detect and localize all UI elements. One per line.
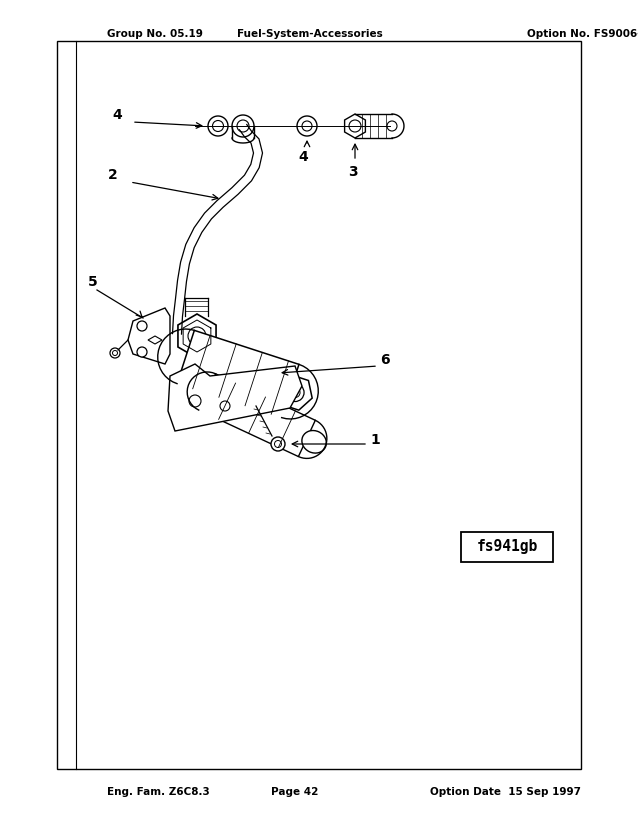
Bar bbox=[57, 41, 581, 769]
Circle shape bbox=[220, 401, 230, 411]
Text: 1: 1 bbox=[370, 433, 380, 447]
Circle shape bbox=[112, 350, 117, 355]
Circle shape bbox=[212, 121, 223, 131]
Polygon shape bbox=[345, 114, 366, 138]
Polygon shape bbox=[148, 336, 162, 344]
Circle shape bbox=[208, 116, 228, 136]
Circle shape bbox=[237, 120, 249, 132]
Circle shape bbox=[290, 387, 300, 397]
Circle shape bbox=[137, 347, 147, 357]
Polygon shape bbox=[128, 308, 170, 364]
Text: 5: 5 bbox=[88, 275, 98, 289]
FancyBboxPatch shape bbox=[461, 532, 553, 562]
Circle shape bbox=[387, 121, 397, 131]
Text: Fuel-System-Accessories: Fuel-System-Accessories bbox=[237, 29, 383, 39]
Circle shape bbox=[232, 115, 254, 137]
Ellipse shape bbox=[302, 430, 327, 453]
Circle shape bbox=[137, 321, 147, 331]
Text: fs941gb: fs941gb bbox=[477, 539, 538, 554]
Circle shape bbox=[110, 348, 120, 358]
Circle shape bbox=[271, 437, 285, 451]
Text: 2: 2 bbox=[108, 168, 118, 182]
Circle shape bbox=[188, 327, 206, 345]
Text: Eng. Fam. Z6C8.3: Eng. Fam. Z6C8.3 bbox=[107, 787, 210, 797]
Text: Option Date  15 Sep 1997: Option Date 15 Sep 1997 bbox=[430, 787, 581, 797]
Text: Page 42: Page 42 bbox=[271, 787, 319, 797]
Circle shape bbox=[286, 383, 304, 401]
Polygon shape bbox=[168, 364, 302, 431]
Polygon shape bbox=[198, 374, 315, 457]
Polygon shape bbox=[178, 314, 216, 358]
Circle shape bbox=[274, 440, 281, 448]
Circle shape bbox=[189, 395, 201, 407]
Text: 6: 6 bbox=[380, 353, 390, 367]
Circle shape bbox=[349, 120, 361, 132]
Polygon shape bbox=[278, 375, 312, 411]
Text: 4: 4 bbox=[112, 108, 122, 122]
Text: Group No. 05.19: Group No. 05.19 bbox=[107, 29, 203, 39]
Text: 3: 3 bbox=[348, 165, 358, 179]
Text: 4: 4 bbox=[298, 150, 308, 164]
Circle shape bbox=[297, 116, 317, 136]
Text: Option No. FS9006-04: Option No. FS9006-04 bbox=[527, 29, 638, 39]
Polygon shape bbox=[177, 330, 299, 418]
Circle shape bbox=[302, 121, 312, 131]
